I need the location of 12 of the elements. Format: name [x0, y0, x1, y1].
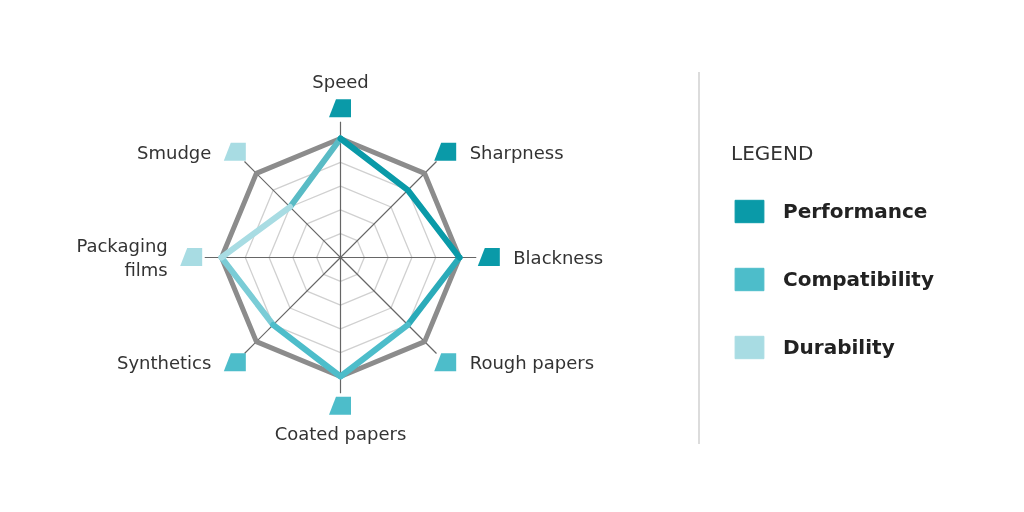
legend-label: Durability: [783, 335, 895, 359]
spoke-label: Sharpness: [469, 141, 564, 163]
spoke-label: Synthetics: [116, 352, 212, 374]
spoke-label: Blackness: [513, 247, 604, 268]
spoke-label: Rough papers: [469, 352, 595, 374]
legend-label: Compatibility: [783, 267, 934, 291]
spoke-label: Packaging films: [76, 235, 168, 280]
legend-label: Performance: [783, 199, 928, 223]
spoke-label: Smudge: [137, 141, 212, 163]
spoke-label: Speed: [312, 70, 369, 92]
spoke-label: Coated papers: [274, 423, 407, 445]
legend-title: LEGEND: [731, 141, 815, 165]
